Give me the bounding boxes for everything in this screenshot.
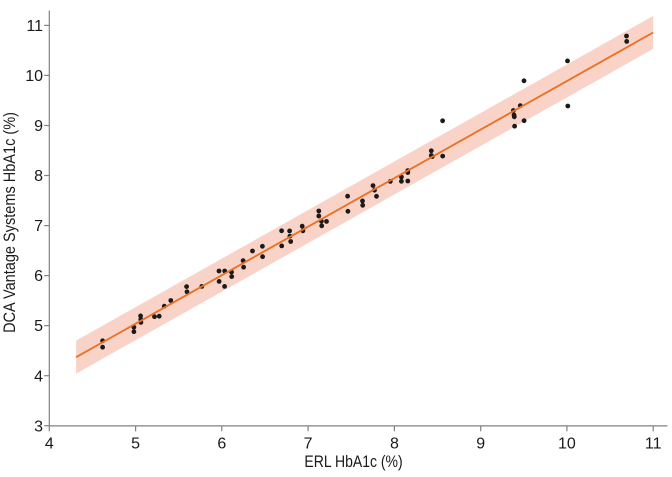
svg-text:4: 4	[34, 368, 43, 385]
svg-text:11: 11	[645, 435, 662, 452]
svg-text:9: 9	[34, 118, 43, 135]
svg-text:7: 7	[34, 218, 43, 235]
svg-text:5: 5	[34, 318, 43, 335]
svg-text:6: 6	[34, 268, 43, 285]
svg-text:8: 8	[34, 168, 43, 185]
svg-text:ERL HbA1c (%): ERL HbA1c (%)	[304, 453, 402, 472]
svg-text:DCA Vantage Systems HbA1c (%): DCA Vantage Systems HbA1c (%)	[1, 112, 19, 333]
svg-text:10: 10	[558, 435, 576, 452]
svg-text:10: 10	[25, 68, 43, 85]
svg-text:8: 8	[390, 435, 399, 452]
svg-text:5: 5	[131, 435, 140, 452]
svg-text:6: 6	[217, 435, 226, 452]
svg-text:4: 4	[45, 435, 54, 452]
svg-text:11: 11	[26, 18, 43, 35]
svg-text:9: 9	[476, 435, 485, 452]
svg-text:7: 7	[304, 435, 313, 452]
svg-text:3: 3	[34, 418, 43, 435]
